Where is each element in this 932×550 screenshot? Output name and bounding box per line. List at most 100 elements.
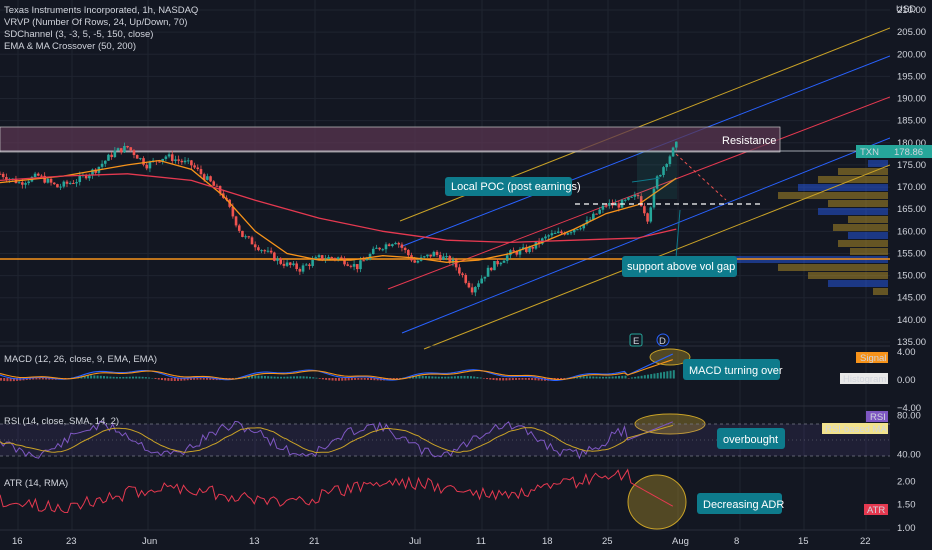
price-tick-label: 170.00	[897, 182, 926, 193]
time-tick-label: 21	[309, 536, 320, 547]
candle	[585, 216, 589, 226]
candle	[123, 142, 126, 153]
candle	[199, 165, 203, 178]
time-axis[interactable]: 16 23 Jun 13 21 Jul 11 18 25 Aug 8 15 22	[12, 536, 871, 547]
candle	[113, 147, 117, 158]
candle	[368, 252, 372, 261]
candle	[139, 157, 142, 161]
candle	[40, 174, 43, 178]
candle	[180, 158, 184, 166]
time-tick-label: 22	[860, 536, 871, 547]
event-earnings: E	[633, 336, 639, 347]
candle	[474, 286, 477, 297]
event-dividend: D	[659, 336, 666, 347]
candle	[119, 148, 123, 155]
candle	[59, 183, 62, 190]
candle	[215, 183, 219, 187]
time-tick-label: 15	[798, 536, 809, 547]
candle	[68, 181, 72, 185]
candle	[375, 244, 378, 249]
candle	[250, 235, 254, 245]
candle	[662, 166, 665, 178]
sub-tick-label: 80.00	[897, 411, 921, 422]
candle	[0, 171, 2, 175]
candle	[407, 249, 410, 259]
candle	[569, 231, 573, 236]
candle	[132, 149, 136, 159]
symbol-title: Texas Instruments Incorporated, 1h, NASD…	[4, 5, 198, 16]
time-tick-label: 18	[542, 536, 553, 547]
price-tick-label: 165.00	[897, 204, 926, 215]
candle	[531, 245, 535, 253]
candle	[56, 183, 59, 188]
time-tick-label: Jul	[409, 536, 421, 547]
candle	[327, 254, 330, 260]
candle	[174, 155, 177, 164]
candle	[164, 155, 168, 162]
candle	[496, 258, 499, 267]
candle	[588, 216, 592, 221]
candle	[244, 234, 247, 240]
candle	[285, 259, 289, 267]
candle	[381, 248, 385, 252]
candle	[467, 280, 471, 289]
time-tick-label: 13	[249, 536, 260, 547]
event-markers[interactable]: E D	[629, 333, 670, 347]
price-tick-label: 190.00	[897, 94, 926, 105]
candle	[276, 256, 279, 265]
candle	[486, 265, 490, 277]
candle	[598, 207, 602, 215]
price-tick-label: 145.00	[897, 293, 926, 304]
candle	[94, 168, 97, 176]
indicator-sdchannel: SDChannel (3, -3, 5, -5, 150, close)	[4, 29, 153, 40]
atr-panel	[0, 468, 674, 514]
candle	[1, 172, 5, 180]
macd-callout-text: MACD turning over	[689, 365, 783, 377]
ma-line	[0, 173, 677, 244]
candle	[595, 213, 598, 215]
price-axis[interactable]: USD 135.00 140.00 145.00 150.00 155.00 160.00…	[856, 0, 932, 550]
price-tick-label: 155.00	[897, 248, 926, 259]
candle	[190, 160, 193, 170]
candle	[359, 256, 362, 273]
price-tick-label: 150.00	[897, 271, 926, 282]
price-tag-value: 178.86	[894, 147, 923, 158]
candle	[512, 247, 515, 252]
price-tick-label: 210.00	[897, 5, 926, 16]
candle	[489, 267, 493, 272]
callouts: Resistance Local POC (post earnings) sup…	[445, 135, 785, 514]
candle	[480, 275, 483, 284]
candle	[49, 177, 53, 186]
candle	[142, 156, 145, 167]
candle	[282, 260, 286, 269]
candle	[445, 252, 448, 261]
candle	[340, 255, 343, 259]
candle	[674, 141, 678, 151]
candle	[646, 212, 649, 225]
price-tick-label: 180.00	[897, 138, 926, 149]
macd-panel	[0, 353, 675, 382]
candle	[426, 254, 429, 258]
candle	[394, 241, 397, 245]
subpanel-legends: Signal Histogram RSI RSI-based MA ATR	[822, 352, 888, 516]
candle	[355, 264, 359, 273]
candle	[547, 234, 550, 240]
candle	[387, 242, 391, 247]
candle	[273, 251, 276, 262]
overbought-text: overbought	[723, 434, 778, 446]
drawing-annotations	[575, 151, 762, 530]
time-tick-label: 23	[66, 536, 77, 547]
candle	[33, 171, 37, 178]
sub-tick-label: 40.00	[897, 449, 921, 460]
candle	[403, 246, 407, 253]
candle	[75, 178, 78, 187]
price-tag-symbol: TXN	[860, 147, 879, 158]
candle	[206, 173, 209, 181]
candle	[5, 173, 8, 183]
candle	[72, 180, 75, 184]
candle	[534, 241, 538, 250]
candle	[295, 261, 298, 272]
candle	[623, 198, 627, 203]
candle	[607, 199, 611, 209]
